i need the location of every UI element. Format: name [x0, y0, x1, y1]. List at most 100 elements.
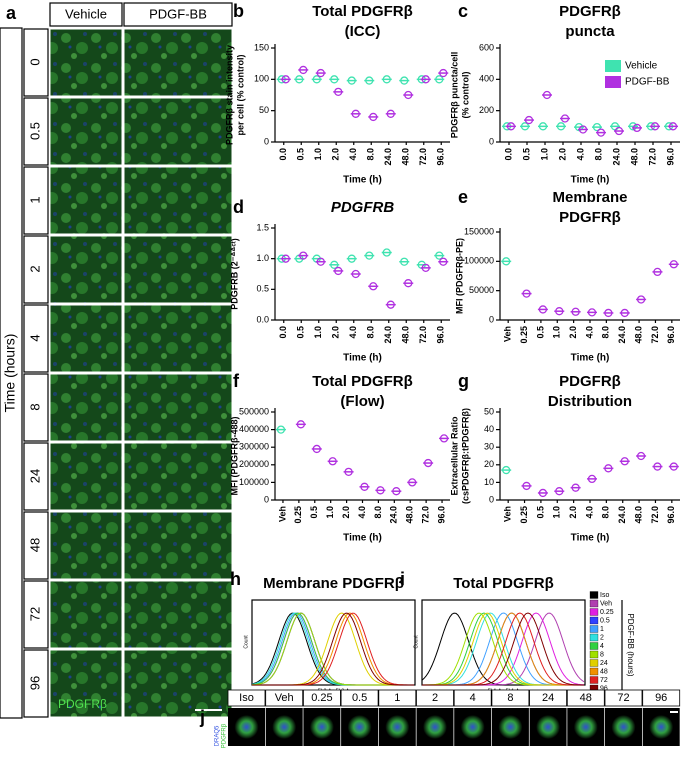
- x-tick-label: 72.0: [647, 148, 657, 166]
- cell-label: 48: [580, 692, 592, 704]
- row-label: 72: [27, 607, 42, 621]
- x-tick-label: Veh: [503, 326, 513, 342]
- y-tick-label: 30: [484, 442, 494, 452]
- y-tick-label: 0: [264, 136, 269, 146]
- data-point: [439, 257, 448, 266]
- x-tick-label: 0.5: [296, 148, 306, 161]
- chart-title: Distribution: [548, 393, 632, 410]
- label-box: [416, 689, 454, 707]
- cell: [460, 715, 485, 739]
- x-axis-label: Time (h): [343, 175, 382, 186]
- micrograph: [123, 442, 233, 511]
- label-box: [265, 689, 304, 707]
- data-point: [382, 248, 391, 257]
- row-box: [23, 235, 49, 304]
- x-tick-label: 72.0: [418, 148, 428, 166]
- x-tick-label: 4.0: [348, 326, 358, 339]
- x-tick-label: 48.0: [629, 148, 639, 166]
- data-point: [574, 122, 584, 132]
- data-point: [344, 467, 353, 476]
- data-point: [439, 434, 449, 443]
- data-point: [299, 251, 308, 260]
- y-axis-label: per cell (% control): [235, 54, 245, 135]
- micrograph: [49, 97, 123, 166]
- panel-letter: h: [230, 569, 241, 589]
- x-tick-label: 48.0: [633, 326, 643, 344]
- legend-swatch: [589, 659, 599, 667]
- column-header: Vehicle: [65, 6, 107, 21]
- column-header: PDGF-BB: [149, 6, 207, 21]
- data-point: [360, 482, 369, 491]
- x-tick-label: 8.0: [366, 326, 376, 339]
- data-point: [604, 464, 613, 473]
- y-axis-label: MFI (PDGFRβ-488): [229, 417, 239, 496]
- legend-swatch: [605, 76, 621, 88]
- x-axis-label: Time (h): [343, 533, 382, 544]
- data-point: [347, 76, 356, 85]
- y-axis-label: Extracellular Ratio: [449, 416, 459, 496]
- data-point: [620, 457, 629, 466]
- cell-label: 4: [470, 692, 476, 704]
- legend-label: Iso: [600, 592, 609, 599]
- x-tick-label: 72.0: [650, 326, 660, 344]
- data-point: [614, 126, 624, 136]
- chart-title: PDGFRβ: [559, 3, 621, 20]
- legend-swatch: [589, 642, 599, 650]
- x-tick-label: 24.0: [617, 326, 627, 344]
- x-tick-label: 0.25: [519, 506, 529, 524]
- data-point: [669, 462, 678, 471]
- panel-letter: i: [400, 569, 405, 589]
- x-tick-label: 24.0: [389, 506, 399, 524]
- cell-label: Iso: [239, 692, 254, 704]
- micrograph: [49, 580, 123, 649]
- data-point: [281, 254, 290, 263]
- data-point: [296, 420, 306, 429]
- x-tick-label: 96.0: [436, 506, 446, 524]
- cell-label: 24: [542, 692, 554, 704]
- cell-label: 0.5: [352, 692, 367, 704]
- x-tick-label: 8.0: [601, 326, 611, 339]
- x-tick-label: 1.0: [313, 148, 323, 161]
- legend-swatch: [605, 60, 621, 72]
- label-box: [302, 689, 341, 707]
- panel-letter: b: [233, 1, 244, 21]
- x-tick-label: 2.0: [341, 506, 351, 519]
- chart-title: (ICC): [345, 23, 381, 40]
- x-tick-label: 1.0: [313, 326, 323, 339]
- x-tick-label: 1.0: [552, 326, 562, 339]
- legend-swatch: [589, 608, 599, 616]
- micrograph: [123, 373, 233, 442]
- stain-label: PDGFRβ: [222, 723, 228, 748]
- y-axis-label: PDGFRB (2⁻ᐞᐞᶜᵗ): [229, 238, 239, 309]
- x-tick-label: 24.0: [383, 326, 393, 344]
- row-label: 24: [27, 469, 42, 483]
- x-tick-label: 0.0: [503, 148, 513, 161]
- data-point: [316, 257, 325, 266]
- label-box: [378, 689, 417, 707]
- chart-title: puncta: [565, 23, 615, 40]
- micrograph: [123, 511, 233, 580]
- x-axis-label: Time (h): [343, 353, 382, 364]
- x-tick-label: Veh: [277, 506, 287, 522]
- micrograph: [49, 166, 123, 235]
- x-tick-label: 24.0: [383, 148, 393, 166]
- legend-swatch: [589, 633, 599, 642]
- cell: [573, 715, 598, 739]
- label-box: [491, 689, 530, 707]
- x-tick-label: 4.0: [584, 326, 594, 339]
- row-label: 0: [27, 58, 42, 65]
- y-axis-label: Count: [413, 635, 419, 649]
- data-point: [376, 486, 385, 495]
- row-label: 0.5: [27, 122, 42, 140]
- x-tick-label: 96.0: [666, 506, 676, 524]
- data-point: [620, 308, 629, 318]
- data-point: [312, 75, 321, 84]
- x-tick-label: 8.0: [601, 506, 611, 519]
- cell: [649, 715, 674, 739]
- data-point: [365, 76, 374, 85]
- row-label: 96: [27, 676, 42, 690]
- x-axis-label: Time (h): [571, 353, 610, 364]
- chart-title: PDGFRB: [331, 199, 395, 216]
- y-tick-label: 100000: [239, 477, 269, 487]
